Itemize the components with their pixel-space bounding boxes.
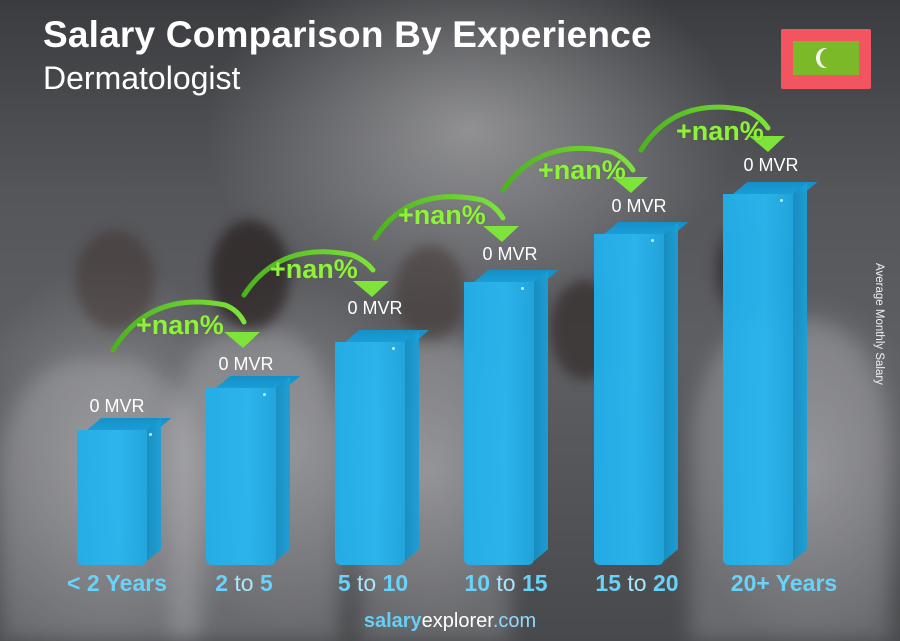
bar-20-plus-years: [723, 182, 818, 565]
bar-side: [664, 222, 678, 561]
value-label: 0 MVR: [347, 298, 403, 318]
brand-footer[interactable]: salaryexplorer.com: [0, 610, 900, 633]
bar-front: [335, 342, 405, 565]
bar-front: [77, 430, 147, 565]
category-label: 20+ Years: [714, 570, 854, 597]
bar-front: [464, 282, 534, 565]
value-label: 0 MVR: [218, 354, 274, 374]
category-text: to: [490, 570, 522, 596]
category-label: 10 to 15: [436, 570, 576, 597]
bar-side: [276, 376, 290, 561]
category-text: 20: [652, 570, 679, 596]
change-label: +nan%: [136, 310, 224, 340]
crescent-icon: [820, 48, 838, 68]
chart-title: Salary Comparison By Experience: [43, 14, 652, 55]
category-text: 15: [521, 570, 548, 596]
category-text: to: [350, 570, 383, 596]
category-text: 10: [382, 570, 409, 596]
value-label: 0 MVR: [482, 244, 538, 264]
category-label: 15 to 20: [567, 570, 707, 597]
y-axis-label: Average Monthly Salary: [873, 263, 885, 385]
bar-front: [723, 194, 793, 565]
change-label: +nan%: [270, 254, 358, 284]
category-label: 2 to 5: [174, 570, 314, 597]
bar-side: [534, 270, 548, 561]
category-text: 5: [337, 570, 351, 596]
value-label: 0 MVR: [743, 155, 799, 175]
bar-highlight: [149, 433, 152, 436]
category-text: 20+ Years: [730, 570, 838, 596]
bar-front: [206, 388, 276, 565]
bar-highlight: [521, 287, 524, 290]
change-label: +nan%: [398, 200, 486, 230]
chart-subtitle: Dermatologist: [43, 60, 241, 96]
bar-side: [793, 182, 807, 561]
bar-side: [405, 330, 419, 561]
change-label: +nan%: [538, 155, 626, 185]
category-text: 15: [595, 570, 622, 596]
bar-15-to-20: [594, 222, 689, 565]
bar-2-to-5: [206, 376, 301, 565]
bar-lt-2-years: [77, 418, 172, 565]
flag-field: [793, 41, 859, 75]
bar-highlight: [263, 393, 266, 396]
brand-tld: .com: [492, 610, 537, 632]
maldives-flag-icon: [781, 29, 871, 89]
bar-5-to-10: [335, 330, 430, 565]
category-text: to: [621, 570, 653, 596]
category-text: < 2 Years: [67, 570, 167, 596]
category-text: 5: [259, 570, 273, 596]
bar-side: [147, 418, 161, 561]
background-figure: [395, 245, 465, 340]
category-text: 10: [464, 570, 491, 596]
change-label: +nan%: [676, 116, 764, 146]
category-text: 2: [215, 570, 229, 596]
bar-highlight: [392, 347, 395, 350]
bar-10-to-15: [464, 270, 559, 565]
category-label: 5 to 10: [303, 570, 443, 597]
bar-highlight: [780, 199, 783, 202]
brand-regular: explorer: [421, 610, 493, 632]
value-label: 0 MVR: [611, 196, 667, 216]
category-label: < 2 Years: [47, 570, 187, 597]
bar-highlight: [651, 239, 654, 242]
value-label: 0 MVR: [89, 396, 145, 416]
brand-bold: salary: [363, 610, 422, 632]
category-text: to: [228, 570, 260, 596]
bar-front: [594, 234, 664, 565]
